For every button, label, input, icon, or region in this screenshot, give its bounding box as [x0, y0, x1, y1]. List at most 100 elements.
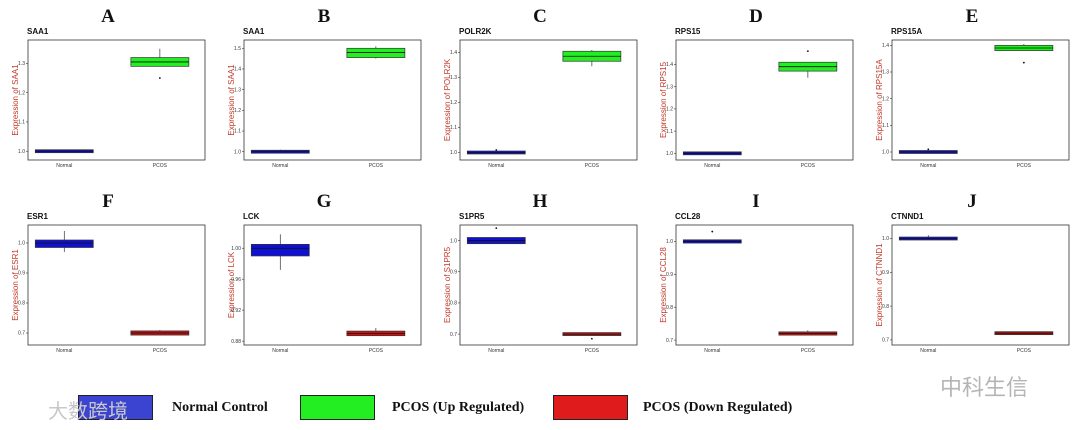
y-tick-label: 0.8: [882, 304, 889, 310]
chart-panel-a: A SAA1 Expression of SAA1 1.0 1.1 1.2 1.3 Norma…: [0, 0, 216, 185]
y-tick-label: 0.96: [231, 277, 241, 283]
legend-swatch-pcos-up: [300, 395, 375, 420]
plot-frame: [243, 39, 422, 161]
x-tick-label: PCOS: [585, 163, 600, 169]
y-tick-label: 1.3: [882, 70, 889, 76]
gene-title: ESR1: [27, 212, 48, 221]
x-tick-label: Normal: [488, 348, 504, 354]
plot-frame: [27, 39, 206, 161]
x-tick-label: Normal: [704, 348, 720, 354]
x-tick-label: PCOS: [369, 348, 384, 354]
y-tick-label: 0.9: [450, 269, 457, 275]
chart-panel-j: J CTNND1 Expression of CTNND1 0.7 0.8 0.9 1.0 N…: [864, 185, 1080, 370]
legend-label-pcos-up: PCOS (Up Regulated): [392, 400, 525, 415]
y-tick-label: 1.0: [234, 149, 241, 155]
legend-label-normal: Normal Control: [172, 400, 268, 415]
outlier-point: [495, 149, 498, 151]
panel-letter: C: [533, 6, 547, 27]
box-normal: [34, 239, 94, 248]
plot-frame: [243, 224, 422, 346]
y-tick-label: 1.2: [882, 96, 889, 102]
panel-letter: A: [101, 6, 115, 27]
y-axis-label: Expression of POLR2K: [443, 58, 452, 141]
panel-letter: H: [532, 191, 548, 212]
outlier-point: [927, 148, 930, 151]
x-tick-label: Normal: [56, 348, 72, 354]
legend-swatch-normal: [78, 395, 153, 420]
panel-letter: J: [967, 191, 977, 212]
gene-title: SAA1: [243, 27, 265, 36]
x-tick-label: PCOS: [153, 348, 168, 354]
y-tick-label: 1.1: [234, 129, 241, 135]
outlier-point: [711, 230, 714, 233]
y-tick-label: 1.2: [450, 100, 457, 106]
x-tick-label: PCOS: [1017, 348, 1032, 354]
x-tick-label: Normal: [920, 348, 936, 354]
chart-panel-b: B SAA1 Expression of SAA1 1.0 1.1 1.2 1.3 1.4 1.…: [216, 0, 432, 185]
outlier-point: [1022, 61, 1025, 64]
watermark-left: 大数跨境: [48, 399, 128, 423]
y-tick-label: 1.5: [234, 46, 241, 52]
y-tick-label: 1.0: [450, 150, 457, 156]
x-tick-label: PCOS: [801, 348, 816, 354]
figure-grid: A SAA1 Expression of SAA1 1.0 1.1 1.2 1.3 Norma…: [0, 0, 1080, 370]
y-tick-label: 1.4: [450, 50, 457, 56]
x-tick-label: PCOS: [585, 348, 600, 354]
y-tick-label: 0.9: [882, 270, 889, 276]
y-axis-label: Expression of ESR1: [11, 249, 20, 321]
x-tick-label: PCOS: [801, 163, 816, 169]
box-normal: [250, 244, 310, 257]
y-axis-label: Expression of SAA1: [11, 64, 20, 136]
panel-letter: I: [752, 191, 760, 212]
y-tick-label: 1.0: [18, 241, 25, 247]
y-tick-label: 0.7: [882, 338, 889, 344]
box-plot-svg: CTNND1 Expression of CTNND1 0.7 0.8 0.9 1.0 No…: [875, 212, 1070, 354]
y-tick-label: 1.00: [231, 246, 241, 252]
y-tick-label: 1.0: [882, 150, 889, 156]
gene-title: RPS15A: [891, 27, 922, 36]
y-axis-label: Expression of RPS15: [659, 61, 668, 138]
panel-letter: B: [317, 6, 331, 27]
y-tick-label: 0.9: [18, 271, 25, 277]
plot-frame: [27, 224, 206, 346]
x-tick-label: Normal: [272, 348, 288, 354]
box-pcos: [346, 47, 406, 58]
x-tick-label: Normal: [920, 163, 936, 169]
x-tick-label: Normal: [56, 163, 72, 169]
y-tick-label: 0.92: [231, 308, 241, 314]
y-tick-label: 1.4: [666, 62, 673, 68]
y-tick-label: 0.88: [231, 339, 241, 345]
box-plot-svg: ESR1 Expression of ESR1 0.7 0.8 0.9 1.0 Normal…: [11, 212, 206, 354]
gene-title: SAA1: [27, 27, 49, 36]
chart-panel-c: C POLR2K Expression of POLR2K 1.0 1.1 1.2 1.3 1…: [432, 0, 648, 185]
panel-letter: F: [102, 191, 114, 212]
chart-panel-e: E RPS15A Expression of RPS15A 1.0 1.1 1.2 1.3 1…: [864, 0, 1080, 185]
x-tick-label: Normal: [272, 163, 288, 169]
y-tick-label: 0.8: [18, 301, 25, 307]
y-tick-label: 1.3: [450, 75, 457, 81]
box-plot-svg: RPS15 Expression of RPS15 1.0 1.1 1.2 1.3 1.4 N…: [659, 27, 854, 169]
box-plot-svg: CCL28 Expression of CCL28 0.7 0.8 0.9 1.0 Norm…: [659, 212, 854, 354]
plot-frame: [675, 224, 854, 346]
y-tick-label: 1.2: [234, 108, 241, 114]
y-tick-label: 1.3: [18, 61, 25, 67]
y-tick-label: 1.0: [666, 239, 673, 245]
gene-title: CTNND1: [891, 212, 924, 221]
x-tick-label: PCOS: [369, 163, 384, 169]
outlier-point: [806, 50, 809, 53]
box-plot-svg: SAA1 Expression of SAA1 1.0 1.1 1.2 1.3 Normal…: [11, 27, 206, 169]
box-plot-svg: RPS15A Expression of RPS15A 1.0 1.1 1.2 1.3 1.…: [875, 27, 1070, 169]
y-tick-label: 1.2: [666, 107, 673, 113]
chart-panel-d: D RPS15 Expression of RPS15 1.0 1.1 1.2 1.3 1.4…: [648, 0, 864, 185]
outlier-point: [495, 227, 498, 230]
y-tick-label: 1.1: [882, 123, 889, 129]
y-tick-label: 0.7: [666, 338, 673, 344]
legend-swatch-pcos-down: [553, 395, 628, 420]
gene-title: CCL28: [675, 212, 701, 221]
legend: Normal Control PCOS (Up Regulated) PCOS …: [0, 370, 1080, 430]
y-axis-label: Expression of SAA1: [227, 64, 236, 136]
y-axis-label: Expression of S1PR5: [443, 246, 452, 323]
y-axis-label: Expression of RPS15A: [875, 59, 884, 141]
y-tick-label: 1.0: [18, 149, 25, 155]
y-tick-label: 1.4: [234, 67, 241, 73]
